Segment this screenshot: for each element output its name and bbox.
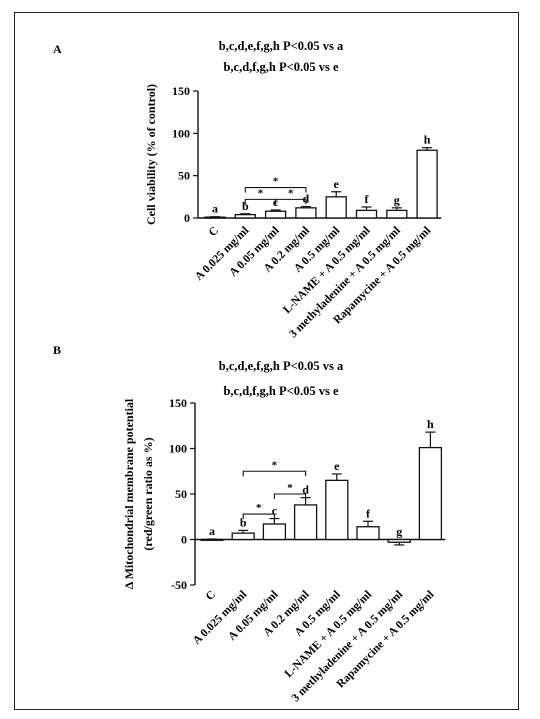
bar-letter: a (209, 524, 215, 538)
bar-letter: f (366, 506, 371, 520)
y-tick-label: 150 (172, 84, 190, 98)
y-axis-label: Cell viability (% of control) (144, 84, 158, 225)
bar-letter: h (424, 133, 431, 147)
x-category-label: C (204, 589, 218, 603)
panel-label: A (53, 42, 62, 56)
bar-letter: b (242, 199, 249, 213)
bar (264, 210, 287, 219)
bar (262, 523, 287, 541)
y-tick-label: -50 (171, 578, 187, 592)
bar (387, 538, 411, 543)
significance-star: * (256, 502, 262, 514)
y-tick-label: 100 (169, 442, 187, 456)
bar-letter: f (365, 192, 370, 206)
bar-letter: d (303, 192, 310, 206)
chart-panel-B: Bb,c,d,e,f,g,h P<0.05 vs a b,c,d,f,g,h P<… (53, 343, 446, 704)
bar (231, 532, 255, 541)
bar (234, 213, 256, 219)
bar (386, 209, 408, 219)
bar-letter: h (427, 417, 434, 431)
significance-bracket (273, 493, 307, 499)
significance-bracket (242, 513, 275, 520)
y-tick-label: 50 (178, 169, 190, 183)
significance-star: * (258, 187, 264, 199)
y-axis-label: (red/green ratio as %) (141, 437, 155, 550)
bar-letter: g (394, 193, 400, 207)
significance-star: * (273, 176, 279, 188)
y-tick-label: 100 (172, 126, 190, 140)
significance-bracket (244, 198, 277, 205)
bar (325, 479, 349, 541)
y-tick-label: 0 (181, 533, 187, 547)
x-category-label: A 0.025 mg/ml (191, 589, 249, 647)
bar (356, 526, 380, 541)
bar (418, 446, 443, 541)
bar-letter: a (212, 202, 218, 216)
panel-label: B (53, 343, 61, 357)
bar-letter: e (334, 459, 340, 473)
bar-letter: e (334, 177, 340, 191)
significance-star: * (288, 187, 294, 199)
significance-star: * (287, 482, 293, 494)
bar (325, 196, 347, 219)
bar (355, 209, 378, 219)
significance-bracket (275, 198, 307, 205)
significance-star: * (272, 459, 278, 471)
significance-note: b,c,d,f,g,h P<0.05 vs e (223, 384, 339, 398)
x-category-label: C (207, 225, 221, 239)
bar-letter: d (302, 483, 309, 497)
y-tick-label: 150 (169, 396, 187, 410)
significance-bracket (242, 470, 307, 477)
bar (295, 207, 317, 219)
significance-note: b,c,d,e,f,g,h P<0.05 vs a (219, 359, 344, 373)
y-tick-label: 50 (175, 487, 187, 501)
y-tick-label: 0 (184, 211, 190, 225)
bar-letter: g (396, 525, 402, 539)
significance-bracket (244, 186, 307, 193)
significance-note: b,c,d,f,g,h P<0.05 vs e (223, 60, 339, 74)
x-category-label: 3 methyladenine + A 0.5 mg/ml (287, 225, 403, 341)
bar-letter: b (240, 515, 247, 529)
bar (293, 504, 318, 541)
bar (416, 149, 438, 219)
y-axis-label: Δ Mitochondrial membrane potential (122, 398, 136, 589)
bar-letter: c (272, 504, 278, 518)
significance-note: b,c,d,e,f,g,h P<0.05 vs a (219, 39, 344, 53)
